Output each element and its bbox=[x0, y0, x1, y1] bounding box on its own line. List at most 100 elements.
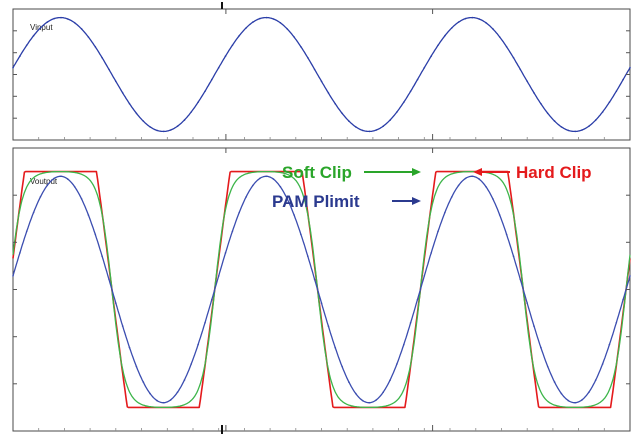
pam-plimit-marker bbox=[293, 214, 295, 216]
pam-plimit-marker bbox=[320, 302, 323, 304]
pam-plimit-marker bbox=[204, 322, 206, 324]
vinput-plot-frame bbox=[12, 8, 631, 141]
pam-plimit-marker bbox=[409, 322, 412, 324]
series-0-marker bbox=[341, 112, 343, 115]
pam-plimit-marker bbox=[313, 278, 316, 281]
pam-plimit-marker bbox=[471, 175, 474, 178]
series-0-marker bbox=[313, 68, 316, 71]
pam-plimit-marker bbox=[300, 233, 302, 236]
series-0-marker bbox=[238, 34, 240, 37]
pam-plimit-marker bbox=[457, 184, 460, 187]
pam-plimit-marker bbox=[540, 346, 542, 349]
pam-plimit-marker bbox=[519, 278, 522, 281]
series-0-marker bbox=[149, 126, 151, 128]
series-0-marker bbox=[135, 112, 138, 115]
series-0-marker bbox=[622, 78, 624, 81]
hard-clip-arrow-head bbox=[473, 168, 482, 176]
pam-plimit-marker bbox=[245, 196, 247, 198]
hard-clip-label: Hard Clip bbox=[516, 163, 592, 182]
series-0-marker bbox=[423, 66, 426, 69]
series-0-marker bbox=[53, 17, 55, 20]
pam-plimit-marker bbox=[361, 399, 364, 402]
series-0-marker bbox=[300, 46, 302, 48]
series-0-marker bbox=[457, 21, 460, 23]
series-0-marker bbox=[183, 119, 186, 121]
pam-plimit-marker bbox=[108, 278, 110, 281]
vinput-panel: Vinput bbox=[12, 8, 631, 141]
pam-plimit-marker bbox=[375, 399, 378, 401]
series-0-marker bbox=[128, 102, 131, 105]
pam-plimit-marker bbox=[238, 211, 240, 214]
series-0-marker bbox=[87, 36, 90, 38]
pam-plimit-marker bbox=[25, 230, 28, 233]
pam-plimit-marker bbox=[142, 381, 145, 383]
series-0-marker bbox=[464, 17, 467, 20]
pam-plimit-marker bbox=[622, 298, 624, 301]
hard-clip-annotation: Hard Clip bbox=[473, 163, 592, 182]
series-0-marker bbox=[73, 22, 76, 24]
series-0-marker bbox=[533, 92, 535, 94]
series-0-marker bbox=[588, 125, 590, 127]
pam-plimit-marker bbox=[183, 379, 186, 381]
series-0-line bbox=[12, 16, 631, 133]
pam-plimit-marker bbox=[39, 196, 42, 198]
series-0-marker bbox=[80, 28, 83, 30]
soft-clip-label: Soft Clip bbox=[282, 163, 352, 182]
pam-plimit-label: PAM Plimit bbox=[272, 192, 360, 211]
pam-plimit-marker bbox=[211, 298, 213, 301]
pam-plimit-marker bbox=[382, 391, 385, 394]
series-0-marker bbox=[416, 78, 419, 81]
series-0-marker bbox=[540, 102, 542, 105]
series-0-marker bbox=[252, 21, 254, 23]
pam-plimit-marker bbox=[12, 275, 14, 277]
series-0-marker bbox=[478, 18, 481, 20]
series-0-marker bbox=[574, 130, 576, 133]
series-0-marker bbox=[190, 111, 192, 113]
pam-plimit-marker bbox=[485, 186, 487, 188]
series-0-marker bbox=[39, 27, 42, 29]
series-0-marker bbox=[204, 90, 206, 93]
pam-plimit-marker bbox=[553, 381, 556, 383]
series-0-marker bbox=[279, 22, 282, 24]
pam-plimit-marker bbox=[279, 186, 282, 188]
pam-plimit-marker bbox=[19, 252, 21, 254]
pam-plimit-marker bbox=[67, 178, 69, 180]
pam-plimit-marker bbox=[581, 399, 583, 401]
series-0-marker bbox=[169, 129, 172, 131]
series-0-marker bbox=[355, 126, 357, 128]
pam-plimit-marker bbox=[560, 392, 563, 395]
pam-plimit-marker bbox=[355, 392, 357, 395]
pam-plimit-marker bbox=[121, 325, 124, 327]
series-0-marker bbox=[25, 44, 28, 47]
pam-plimit-marker bbox=[526, 302, 528, 304]
series-0-marker bbox=[334, 102, 337, 105]
pam-plimit-marker bbox=[512, 255, 515, 257]
series-0-marker bbox=[629, 66, 631, 69]
pam-plimit-marker bbox=[492, 198, 494, 200]
pam-plimit-marker bbox=[403, 343, 405, 346]
series-0-marker bbox=[594, 119, 597, 121]
pam-plimit-arrow-head bbox=[412, 197, 421, 205]
pam-plimit-marker bbox=[498, 214, 501, 216]
series-0-marker bbox=[197, 101, 199, 103]
pam-plimit-marker bbox=[135, 365, 138, 368]
pam-plimit-marker bbox=[176, 391, 179, 394]
pam-plimit-marker bbox=[156, 399, 158, 402]
pam-plimit-marker bbox=[73, 186, 76, 188]
series-0-marker bbox=[245, 27, 247, 29]
series-0-marker bbox=[176, 125, 179, 127]
voutput-label: Voutput bbox=[30, 177, 58, 186]
series-0-marker bbox=[231, 44, 234, 47]
vinput-series-group bbox=[12, 16, 631, 133]
pam-plimit-markers bbox=[12, 175, 631, 404]
pam-plimit-marker bbox=[608, 343, 611, 346]
pam-plimit-marker bbox=[478, 178, 481, 180]
pam-plimit-marker bbox=[101, 255, 103, 257]
pam-plimit-marker bbox=[451, 196, 453, 198]
series-0-marker bbox=[505, 46, 508, 48]
pam-plimit-marker bbox=[286, 198, 289, 200]
series-0-marker bbox=[101, 56, 103, 59]
series-0-marker bbox=[19, 55, 21, 57]
voutput-series-group bbox=[12, 170, 631, 409]
